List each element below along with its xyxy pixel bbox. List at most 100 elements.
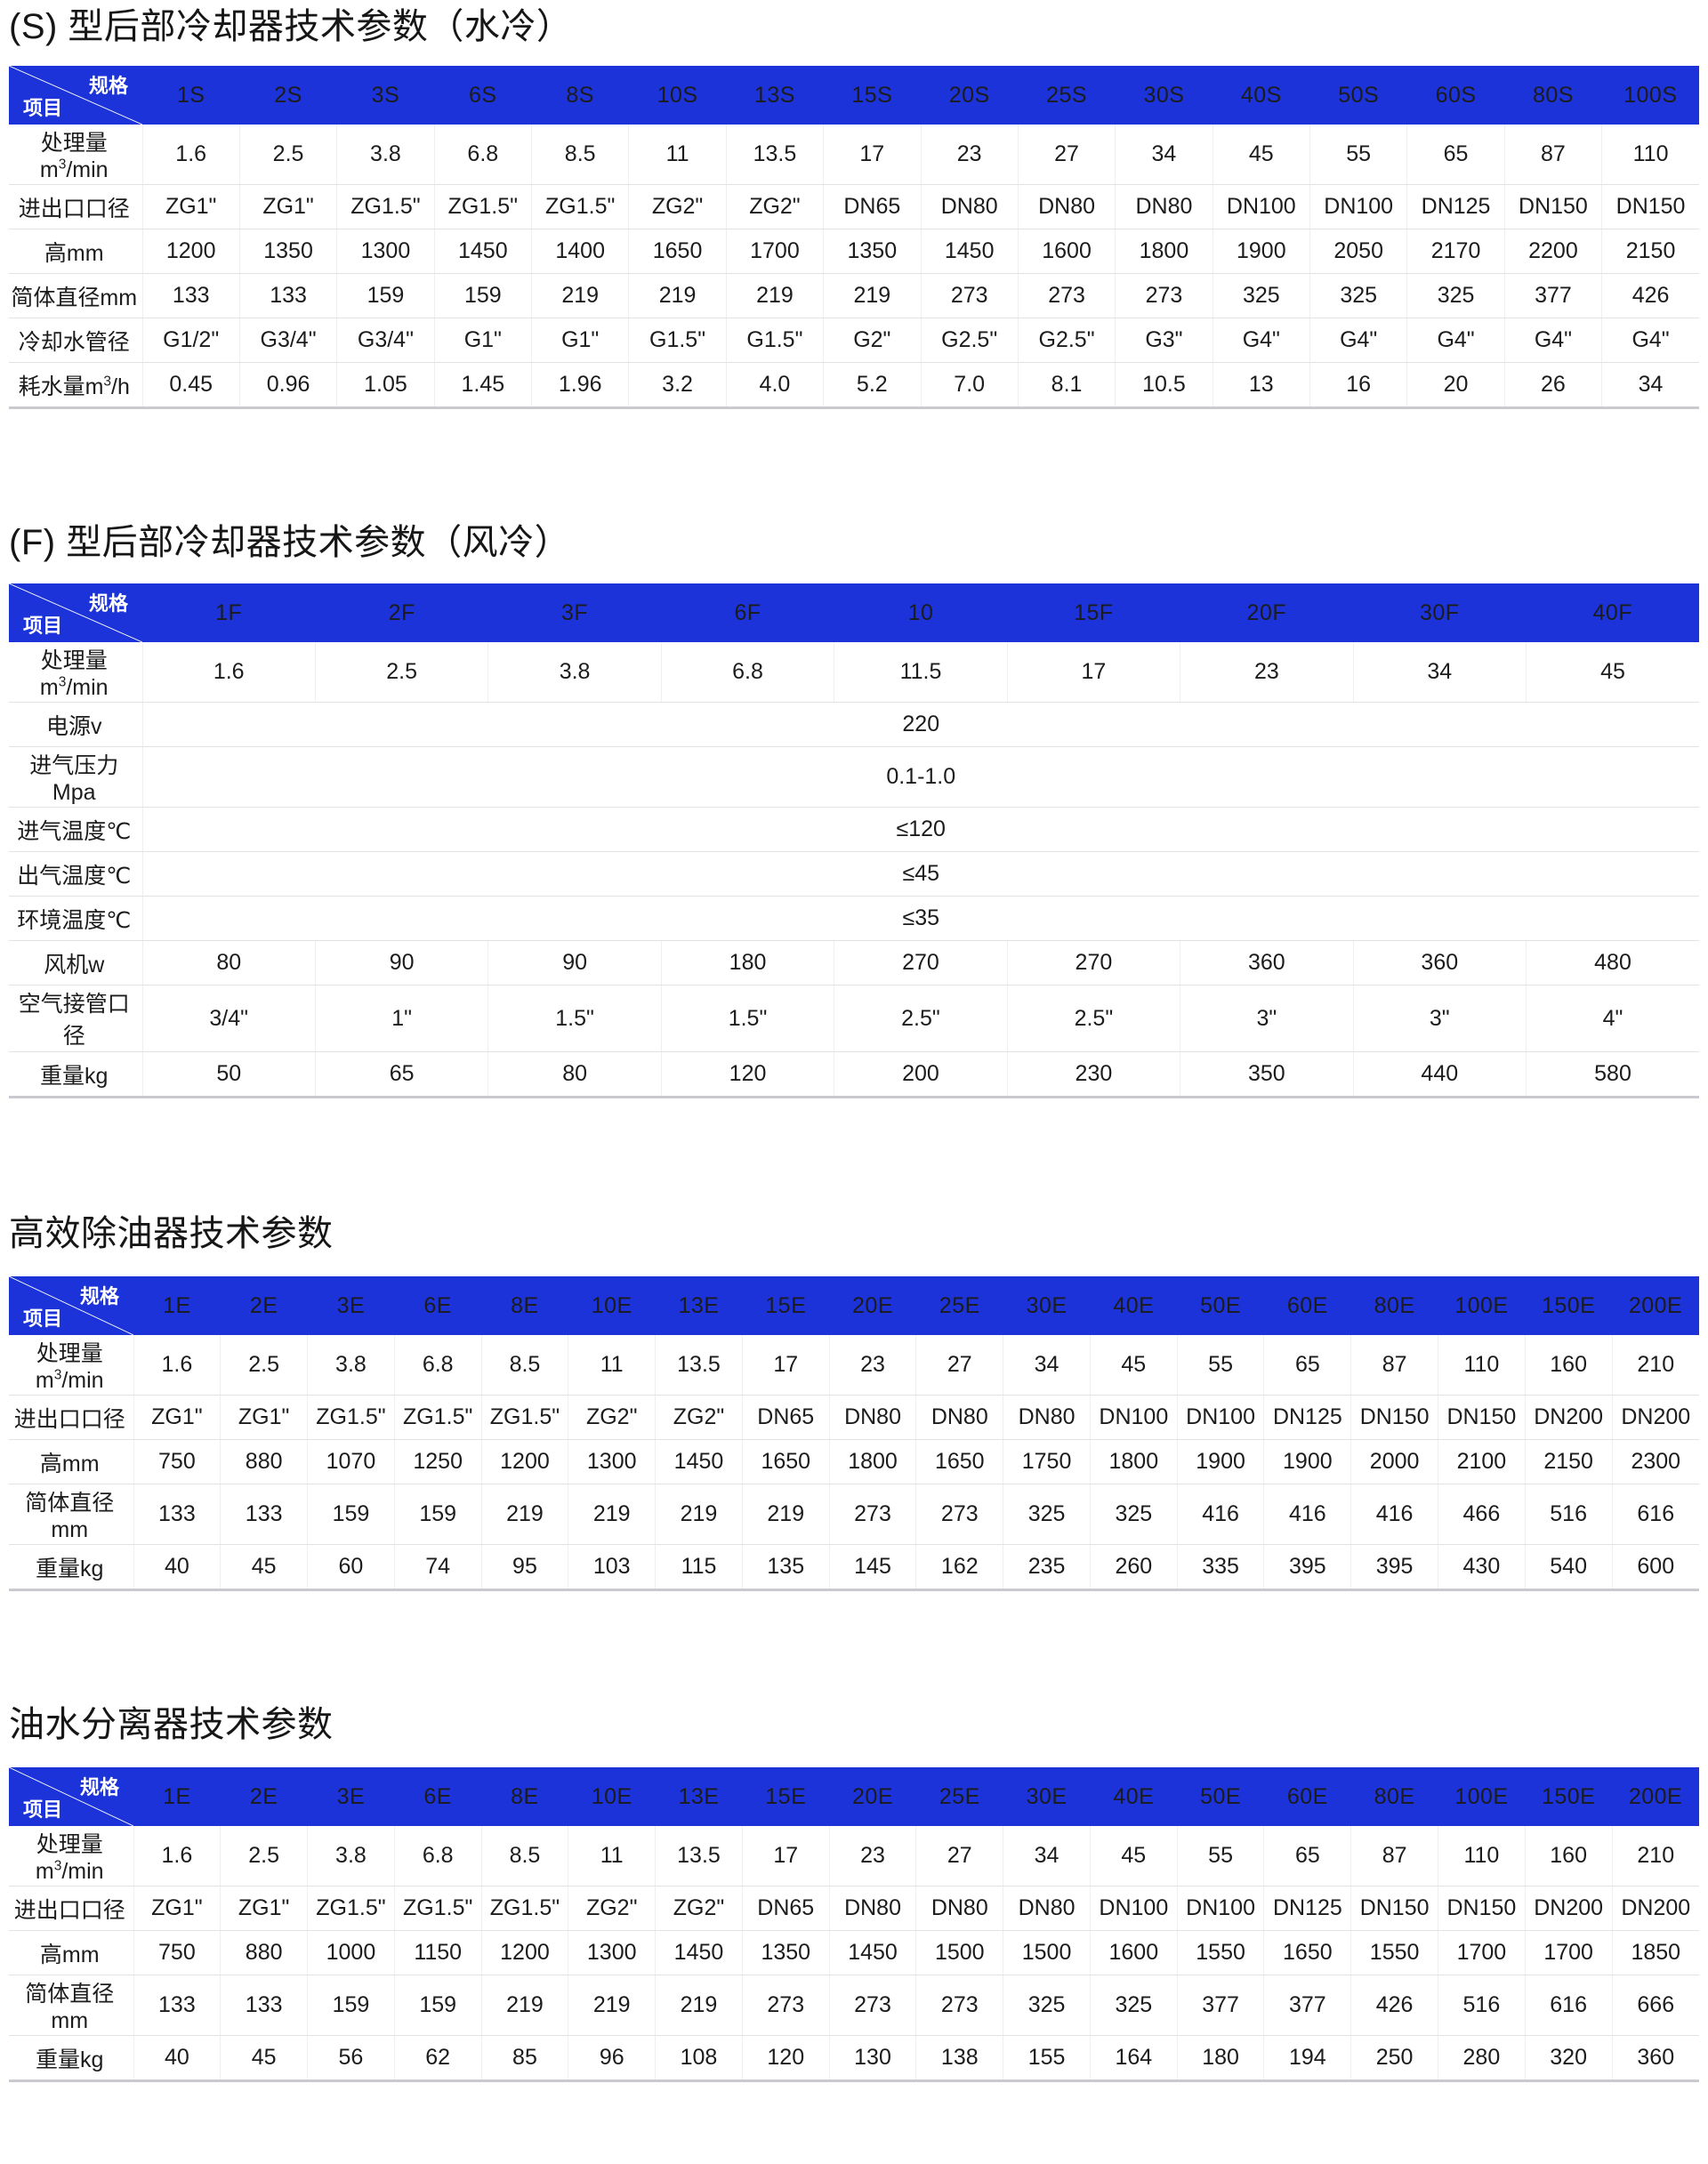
- table-cell: 45: [220, 2035, 309, 2080]
- table-cell: DN125: [1263, 1886, 1352, 1931]
- table-cell: 1200: [481, 1930, 569, 1975]
- table-cell: 11: [568, 1826, 657, 1886]
- table-cell: 1.05: [336, 362, 435, 406]
- table-cell: 273: [921, 273, 1019, 318]
- table-cell: 120: [661, 1051, 835, 1096]
- table-cell: 17: [742, 1335, 830, 1396]
- table-cell: 416: [1177, 1484, 1265, 1545]
- table-row: 风机w 80 90 90 180 270 270 360 360 480: [9, 940, 1699, 985]
- table-cell: 159: [394, 1975, 482, 2036]
- table-cell: 1.96: [531, 362, 630, 406]
- table-cell: 45: [220, 1544, 309, 1589]
- table-cell: 2.5: [239, 125, 338, 185]
- table-cell: 90: [315, 940, 489, 985]
- table-cell: 219: [823, 273, 922, 318]
- table-cell: 1750: [1003, 1439, 1091, 1484]
- table-header-row: 规格 项目 1S 2S 3S 6S 8S 10S 13S 15S 20S 25S 30S 40S 50S 60…: [9, 66, 1699, 125]
- table-cell: 540: [1525, 1544, 1613, 1589]
- table-cell: 108: [655, 2035, 743, 2080]
- table-cell: DN80: [915, 1395, 1004, 1440]
- table-cell: 270: [1007, 940, 1181, 985]
- table-cell: 159: [307, 1484, 395, 1545]
- column-header: 60E: [1263, 1767, 1351, 1826]
- table-row: 重量kg 50 65 80 120 200 230 350 440 580: [9, 1051, 1699, 1096]
- table-cell: DN80: [1018, 184, 1116, 229]
- table-cell: 135: [742, 1544, 830, 1589]
- table-cell: 26: [1504, 362, 1603, 406]
- table-cell: 138: [915, 2035, 1004, 2080]
- table-cell: 3.8: [307, 1335, 395, 1396]
- row-label: 高mm: [9, 1930, 134, 1975]
- table-cell: ZG1": [239, 184, 338, 229]
- table-row: 重量kg 40 45 60 74 95 103 115 135 145 162 235 260 335 39…: [9, 1544, 1699, 1589]
- table-cell: 133: [220, 1484, 309, 1545]
- table-cell: ZG1.5": [394, 1395, 482, 1440]
- table-cell: 426: [1350, 1975, 1438, 2036]
- table-cell: ZG1": [220, 1395, 309, 1440]
- table-cell: 219: [628, 273, 727, 318]
- table-cell: 133: [142, 273, 240, 318]
- column-header: 25E: [915, 1276, 1003, 1335]
- row-label: 简体直径mm: [9, 273, 143, 318]
- table-cell: 27: [915, 1826, 1004, 1886]
- table-cell: 8.1: [1018, 362, 1116, 406]
- table-cell: 395: [1350, 1544, 1438, 1589]
- table-cell: 3": [1180, 985, 1354, 1052]
- table-bottom-rule: [9, 406, 1699, 409]
- table-cell: ZG1.5": [531, 184, 630, 229]
- table-cell: 1.5": [487, 985, 662, 1052]
- table-cell: 1200: [481, 1439, 569, 1484]
- row-label: 处理量m3/min: [9, 1826, 134, 1886]
- table-cell: 62: [394, 2035, 482, 2080]
- table-row: 简体直径mm 133 133 159 159 219 219 219 219 273 273 325 3…: [9, 1484, 1699, 1545]
- merged-value-cell: ≤45: [142, 851, 1699, 897]
- table-row: 高mm 1200 1350 1300 1450 1400 1650 1700 1350 1450 1…: [9, 229, 1699, 274]
- table-cell: 23: [829, 1335, 917, 1396]
- table-cell: 0.96: [239, 362, 338, 406]
- table-cell: 2150: [1525, 1439, 1613, 1484]
- table-cell: 40: [133, 1544, 222, 1589]
- table-cell: 16: [1309, 362, 1408, 406]
- table-cell: G1": [531, 318, 630, 363]
- table-cell: 600: [1612, 1544, 1699, 1589]
- table-cell: 1900: [1177, 1439, 1265, 1484]
- column-header: 10E: [568, 1276, 656, 1335]
- row-label: 空气接管口径: [9, 985, 143, 1052]
- table-cell: 1": [315, 985, 489, 1052]
- table-cell: ZG2": [628, 184, 727, 229]
- table-cell: DN125: [1406, 184, 1505, 229]
- table-cell: 133: [133, 1975, 222, 2036]
- table-cell: 55: [1177, 1826, 1265, 1886]
- table-cell: 1650: [742, 1439, 830, 1484]
- table-cell: 1300: [568, 1439, 657, 1484]
- table-cell: 110: [1438, 1826, 1526, 1886]
- table-cell: DN65: [742, 1886, 830, 1931]
- table-cell: ZG1": [142, 184, 240, 229]
- table-row: 高mm 750 880 1070 1250 1200 1300 1450 1650 1800 165…: [9, 1439, 1699, 1484]
- table-cell: 1700: [1438, 1930, 1526, 1975]
- table-cell: DN150: [1350, 1886, 1438, 1931]
- row-label: 进气温度℃: [9, 807, 143, 852]
- diagonal-divider-icon: [9, 1276, 133, 1335]
- table-cell: 6.8: [394, 1826, 482, 1886]
- table-row: 重量kg 40 45 56 62 85 96 108 120 130 138 155 164 180 194…: [9, 2035, 1699, 2080]
- table-cell: 335: [1177, 1544, 1265, 1589]
- table-row: 电源v 220: [9, 702, 1699, 747]
- table-cell: 325: [1090, 1484, 1178, 1545]
- table-cell: 235: [1003, 1544, 1091, 1589]
- table-cell: 325: [1309, 273, 1408, 318]
- table-cell: 8.5: [481, 1335, 569, 1396]
- column-header: 13E: [655, 1767, 743, 1826]
- table-cell: ZG2": [655, 1395, 743, 1440]
- column-header: 40F: [1526, 583, 1699, 642]
- table-cell: 80: [487, 1051, 662, 1096]
- table-cell: 1800: [1090, 1439, 1178, 1484]
- table-cell: 219: [481, 1975, 569, 2036]
- row-label: 冷却水管径: [9, 318, 143, 363]
- table-cell: G1/2": [142, 318, 240, 363]
- table-cell: 1450: [655, 1439, 743, 1484]
- table-cell: 466: [1438, 1484, 1526, 1545]
- table-cell: 160: [1525, 1335, 1613, 1396]
- table-cell: 3.8: [336, 125, 435, 185]
- table-cell: 65: [1263, 1826, 1352, 1886]
